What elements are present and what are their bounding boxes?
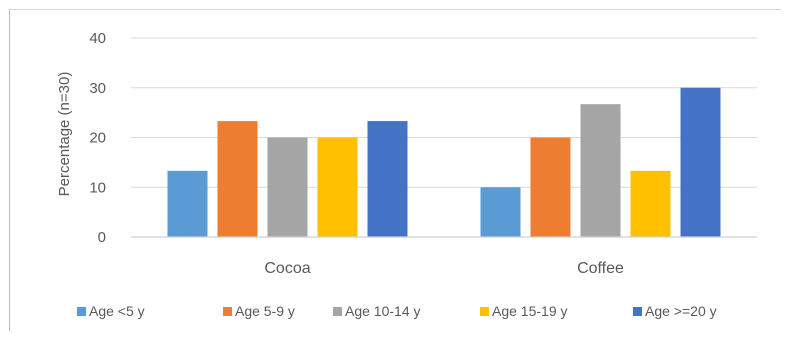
y-tick-label: 10 bbox=[89, 179, 106, 196]
legend-swatch bbox=[77, 307, 86, 316]
legend: Age <5 y Age 5-9 y Age 10-14 y Age 15-19 y A… bbox=[77, 303, 717, 319]
category-labels: Cocoa Coffee bbox=[264, 260, 624, 277]
bar-cocoa-series-5 bbox=[367, 121, 408, 237]
y-tick-label: 40 bbox=[89, 30, 106, 47]
bar-cocoa-series-1 bbox=[167, 170, 208, 237]
legend-label: Age 15-19 y bbox=[492, 303, 568, 319]
legend-label: Age 5-9 y bbox=[235, 303, 295, 319]
category-label: Cocoa bbox=[264, 260, 310, 277]
legend-swatch bbox=[333, 307, 342, 316]
bar-coffee-series-2 bbox=[530, 137, 571, 237]
y-tick-label: 30 bbox=[89, 80, 106, 97]
bar-cocoa-series-2 bbox=[217, 121, 258, 237]
legend-swatch bbox=[480, 307, 489, 316]
legend-label: Age <5 y bbox=[89, 303, 145, 319]
y-axis-title: Percentage (n=30) bbox=[56, 72, 73, 197]
legend-label: Age 10-14 y bbox=[345, 303, 421, 319]
legend-swatch bbox=[633, 307, 642, 316]
bar-coffee-series-3 bbox=[580, 104, 621, 237]
bar-coffee-series-1 bbox=[480, 187, 521, 237]
y-axis-ticks: 0 10 20 30 40 bbox=[89, 30, 106, 246]
category-label: Coffee bbox=[577, 260, 624, 277]
bar-cocoa-series-4 bbox=[317, 137, 358, 237]
y-tick-label: 0 bbox=[98, 229, 106, 246]
bar-coffee-series-5 bbox=[680, 87, 721, 237]
bar-coffee-series-4 bbox=[630, 170, 671, 237]
y-tick-label: 20 bbox=[89, 130, 106, 147]
legend-label: Age >=20 y bbox=[645, 303, 717, 319]
bars bbox=[167, 87, 721, 237]
legend-swatch bbox=[223, 307, 232, 316]
bar-cocoa-series-3 bbox=[267, 137, 308, 237]
